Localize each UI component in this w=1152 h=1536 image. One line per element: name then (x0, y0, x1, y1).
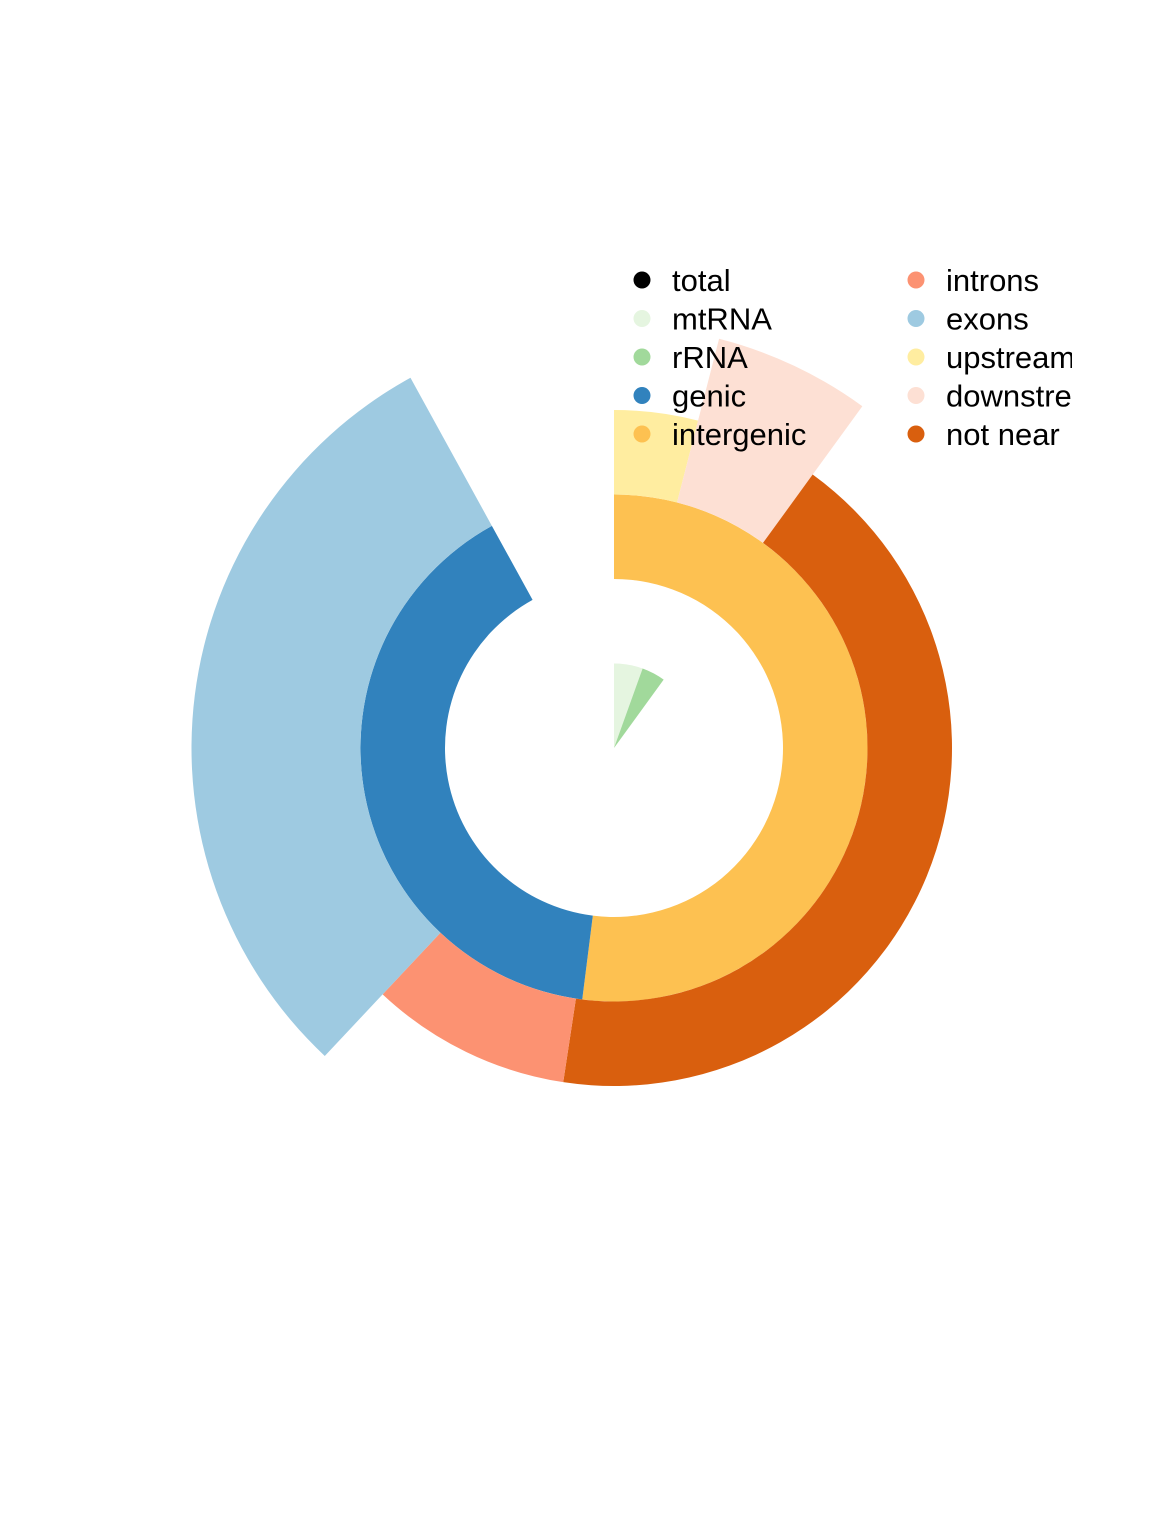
legend-item-not-near: not near (907, 417, 1060, 452)
legend-item-downstream: downstream (907, 379, 1115, 414)
slice-downstream (677, 338, 863, 543)
slice-not-near (563, 474, 953, 1087)
legend-marker (633, 425, 651, 443)
legend-item-intergenic: intergenic (633, 417, 806, 452)
legend-label: total (672, 263, 731, 298)
legend-label: exons (946, 302, 1029, 337)
legend-label: rRNA (672, 340, 748, 375)
legend-marker (907, 310, 925, 327)
slice-mtrna (614, 663, 643, 748)
legend-item-exons: exons (907, 302, 1029, 337)
legend-item-upstream: upstream (907, 340, 1075, 375)
legend-marker (633, 271, 651, 289)
chart-rings (191, 338, 953, 1087)
legend-marker (633, 348, 651, 366)
legend-item-rrna: rRNA (633, 340, 748, 375)
legend-label: introns (946, 263, 1039, 298)
legend-marker (907, 387, 925, 404)
slice-genic (360, 525, 593, 1000)
legend-item-introns: introns (907, 263, 1039, 298)
legend-marker (633, 387, 651, 404)
legend-item-mtrna: mtRNA (633, 302, 772, 337)
legend-marker (633, 310, 651, 327)
legend-label: intergenic (672, 417, 806, 452)
slice-exons (191, 377, 492, 1056)
legend-item-genic: genic (633, 379, 746, 414)
legend-label: downstream (946, 379, 1115, 414)
slice-rrna (614, 668, 664, 748)
legend-label: mtRNA (672, 302, 772, 337)
slice-intergenic (582, 494, 868, 1002)
legend-marker (907, 271, 925, 289)
slice-introns (382, 932, 576, 1083)
legend-label: not near (946, 417, 1060, 452)
legend-item-total: total (633, 263, 731, 298)
legend-marker (907, 425, 925, 443)
legend-label: upstream (946, 340, 1075, 375)
legend-label: genic (672, 379, 746, 414)
legend-marker (907, 348, 925, 366)
